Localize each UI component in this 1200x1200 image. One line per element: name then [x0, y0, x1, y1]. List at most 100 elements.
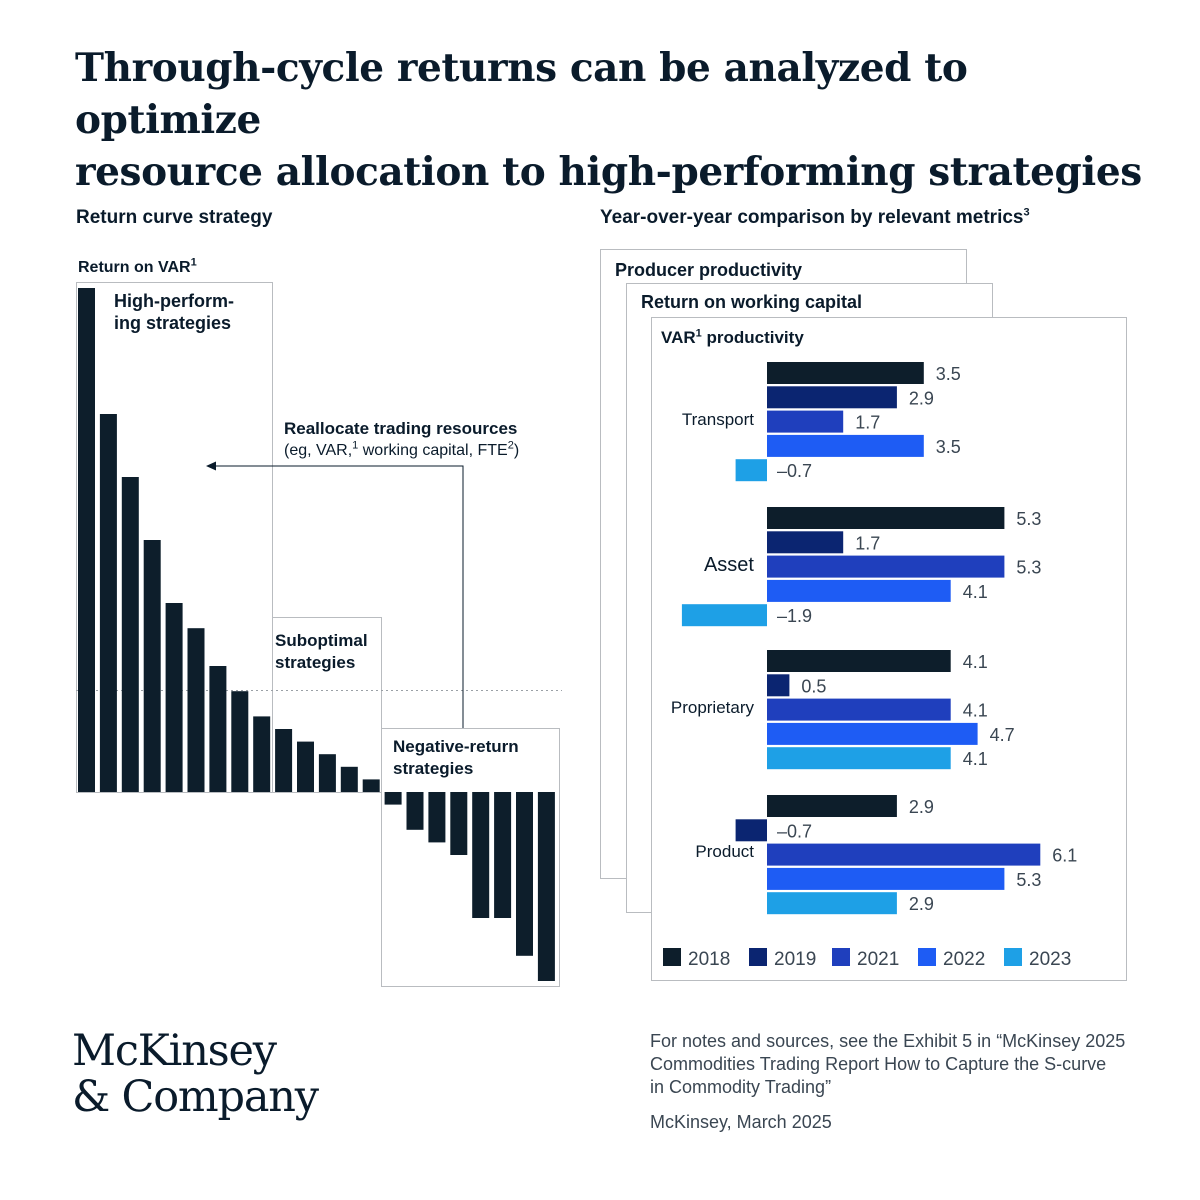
var-productivity-bar — [767, 747, 951, 770]
bar-value-label: 2.9 — [909, 388, 934, 408]
suboptimal-label: Suboptimal strategies — [275, 630, 368, 674]
return-curve-bar — [253, 716, 271, 792]
bar-value-label: 3.5 — [936, 437, 961, 457]
negative-return-label: Negative-return strategies — [393, 736, 519, 780]
legend-label: 2022 — [943, 949, 985, 970]
source-line-2: Commodities Trading Report How to Captur… — [650, 1054, 1107, 1074]
var-productivity-bar — [735, 459, 767, 482]
var-productivity-bar — [767, 795, 897, 817]
card-var-productivity-label: VAR1 productivity — [661, 328, 804, 348]
card-return-on-working-capital-label: Return on working capital — [641, 292, 863, 312]
source-line-3: in Commodity Trading” — [650, 1077, 832, 1097]
return-curve-bar — [209, 666, 227, 792]
legend-swatch — [663, 948, 681, 966]
return-curve-bar — [231, 691, 249, 792]
yoy-subtitle: Year-over-year comparison by relevant me… — [600, 207, 1030, 229]
category-label: Proprietary — [671, 698, 755, 717]
logo-line-2: & Company — [72, 1072, 319, 1122]
var-productivity-bar — [767, 867, 1005, 890]
realloc-detail-b: working capital, FTE — [358, 442, 508, 459]
yoy-subtitle-text: Year-over-year comparison by relevant me… — [600, 207, 1024, 228]
card3-label-rest: productivity — [701, 328, 804, 347]
legend-label: 2018 — [688, 949, 730, 970]
return-curve-bar — [340, 766, 358, 792]
return-curve-bar — [516, 792, 533, 956]
bar-value-label: 4.1 — [963, 701, 988, 721]
return-curve-bar — [362, 779, 380, 792]
title-line-2: resource allocation to high-performing s… — [75, 149, 1142, 195]
category-label: Transport — [682, 410, 754, 429]
legend-label: 2021 — [857, 949, 899, 970]
bar-value-label: 1.7 — [855, 413, 880, 433]
legend-label: 2019 — [774, 949, 816, 970]
high-label-line-2: ing strategies — [114, 313, 232, 333]
page-title: Through-cycle returns can be analyzed to… — [75, 42, 1155, 198]
return-curve-bar — [165, 603, 183, 792]
return-curve-bar — [297, 741, 314, 792]
var-productivity-bar — [767, 386, 897, 409]
card3-label-var: VAR — [661, 328, 696, 347]
card3-label-sup: 1 — [695, 327, 702, 340]
legend-label: 2023 — [1029, 949, 1071, 970]
return-curve-bar — [428, 792, 446, 843]
var-productivity-bar — [767, 674, 790, 697]
reallocation-arrowhead — [206, 461, 216, 471]
var-productivity-bar — [767, 892, 897, 915]
sub-label-line-1: Suboptimal — [275, 631, 368, 650]
yoy-subtitle-sup: 3 — [1023, 206, 1030, 219]
reallocation-arrow-line — [214, 465, 464, 728]
return-curve-bar — [472, 792, 490, 918]
legend-swatch — [749, 948, 767, 966]
card-producer-productivity-label: Producer productivity — [615, 260, 803, 280]
var-productivity-bar — [767, 650, 951, 672]
var-productivity-bar — [767, 555, 1005, 578]
return-curve-bar — [406, 792, 424, 830]
return-curve-bar — [537, 792, 555, 981]
bar-value-label: 6.1 — [1052, 846, 1077, 866]
var-productivity-bar — [767, 362, 924, 384]
logo-line-1: McKinsey — [72, 1026, 277, 1076]
realloc-detail-a: (eg, VAR, — [284, 442, 353, 459]
source-line-1: For notes and sources, see the Exhibit 5… — [650, 1031, 1126, 1051]
var-productivity-bar — [681, 604, 767, 627]
realloc-sup-1: 1 — [352, 439, 359, 452]
legend-swatch — [1004, 948, 1022, 966]
bar-value-label: 1.7 — [855, 533, 880, 553]
mckinsey-logo: McKinsey & Company — [72, 1026, 319, 1122]
var-productivity-bar — [767, 507, 1005, 529]
category-label: Product — [695, 842, 754, 861]
neg-label-line-2: strategies — [393, 759, 474, 778]
bar-value-label: 0.5 — [801, 676, 826, 696]
var-productivity-bar — [767, 531, 844, 554]
bar-value-label: –1.9 — [777, 606, 812, 626]
reallocate-title: Reallocate trading resources — [284, 419, 518, 438]
bar-value-label: 2.9 — [909, 894, 934, 914]
negative-return-box — [381, 728, 560, 987]
legend-swatch — [918, 948, 936, 966]
suboptimal-box — [272, 617, 382, 793]
legend-swatch — [832, 948, 850, 966]
bar-value-label: –0.7 — [777, 821, 812, 841]
bar-value-label: 5.3 — [1016, 509, 1041, 529]
bar-value-label: 4.1 — [963, 652, 988, 672]
bar-value-label: 4.1 — [963, 582, 988, 602]
return-curve-bar — [121, 477, 139, 792]
sub-label-line-2: strategies — [275, 653, 356, 672]
high-performing-box — [76, 282, 273, 793]
bar-value-label: –0.7 — [777, 461, 812, 481]
publication-date: McKinsey, March 2025 — [650, 1112, 832, 1132]
return-curve-bar — [187, 628, 205, 792]
return-curve-bar — [318, 754, 336, 792]
bar-value-label: 5.3 — [1016, 558, 1041, 578]
return-curve-subtitle: Return curve strategy — [76, 207, 273, 228]
var-productivity-bar — [767, 722, 978, 745]
return-curve-bar — [450, 792, 468, 855]
var-productivity-bar — [767, 434, 924, 457]
return-curve-chart — [76, 282, 562, 987]
var-productivity-bar — [767, 843, 1041, 866]
reallocate-detail: (eg, VAR,1 working capital, FTE2) — [284, 440, 519, 462]
return-curve-bar — [78, 288, 95, 792]
bar-value-label: 3.5 — [936, 364, 961, 384]
var-productivity-bar — [735, 819, 767, 842]
high-performing-label: High-perform- ing strategies — [114, 290, 234, 334]
